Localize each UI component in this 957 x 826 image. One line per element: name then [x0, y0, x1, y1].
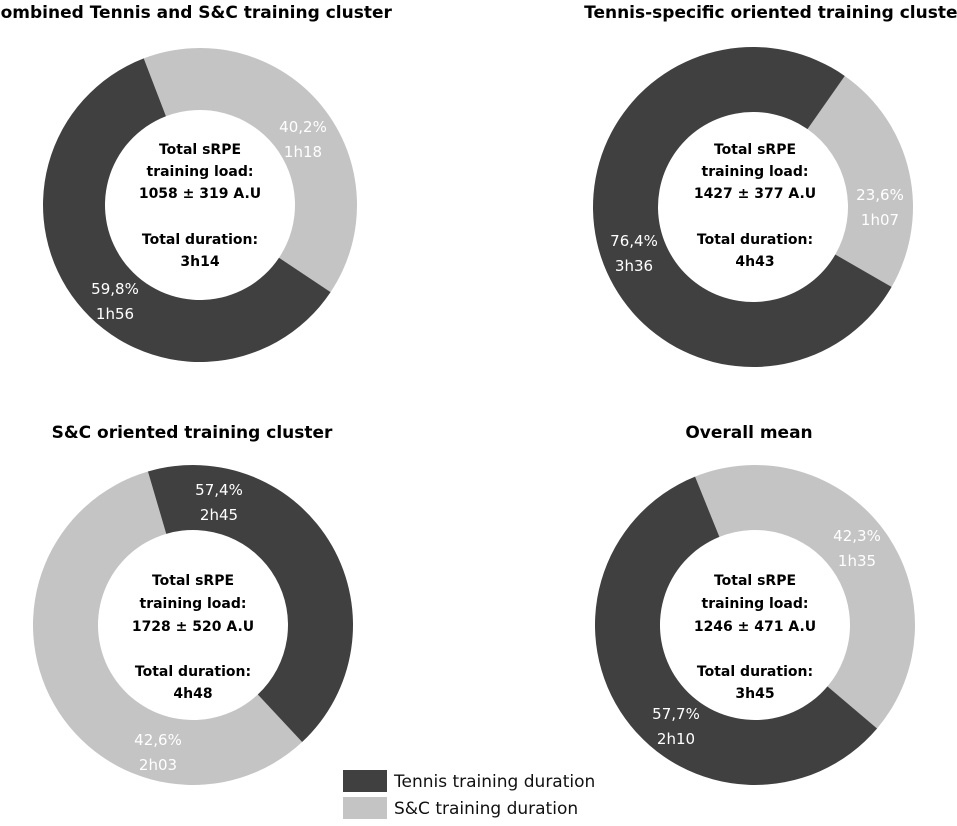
legend-label-sc: S&C training duration — [394, 799, 578, 819]
center-duration-label: Total duration: — [142, 232, 258, 248]
center-duration-value: 4h48 — [173, 686, 212, 702]
center-duration-value: 4h43 — [735, 254, 774, 270]
center-load-value: 1427 ± 377 A.U — [694, 186, 816, 202]
panel-title-overall-mean: Overall mean — [685, 423, 812, 443]
center-label-line1: Total sRPE — [152, 573, 234, 589]
legend-label-tennis: Tennis training duration — [393, 772, 595, 792]
donut-slice-tennis — [43, 58, 331, 363]
donut-slice-sc — [143, 48, 358, 293]
slice-duration-tennis: 2h03 — [139, 756, 177, 774]
slice-duration-tennis: 3h36 — [615, 257, 653, 275]
donut-combined — [43, 48, 358, 363]
donut-overall-mean — [594, 465, 915, 786]
center-label-line2: training load: — [702, 596, 809, 612]
slice-duration-sc: 1h07 — [861, 211, 899, 229]
donut-tennis-specific — [592, 47, 913, 368]
slice-percent-tennis: 76,4% — [610, 232, 658, 250]
center-load-value: 1728 ± 520 A.U — [132, 619, 254, 635]
slice-percent-sc: 57,4% — [195, 481, 243, 499]
center-duration-value: 3h45 — [735, 686, 774, 702]
center-duration-label: Total duration: — [135, 664, 251, 680]
center-load-value: 1246 ± 471 A.U — [694, 619, 816, 635]
slice-duration-sc: 2h45 — [200, 506, 238, 524]
donut-slice-sc — [807, 75, 913, 287]
slice-duration-sc: 1h35 — [838, 552, 876, 570]
donut-slice-tennis — [592, 47, 892, 368]
panel-title-tennis-specific: Tennis-specific oriented training cluste… — [584, 3, 957, 23]
slice-percent-sc: 40,2% — [279, 118, 327, 136]
legend-swatch-sc — [343, 797, 387, 819]
donut-slice-sc — [33, 471, 303, 785]
donut-sc-oriented — [33, 464, 354, 785]
slice-duration-tennis: 1h56 — [96, 305, 134, 323]
slice-duration-tennis: 2h10 — [657, 730, 695, 748]
slice-duration-sc: 1h18 — [284, 143, 322, 161]
center-duration-label: Total duration: — [697, 664, 813, 680]
slice-percent-tennis: 42,6% — [134, 731, 182, 749]
donut-slice-tennis — [594, 476, 878, 786]
slice-percent-sc: 42,3% — [833, 527, 881, 545]
center-label-line2: training load: — [702, 164, 809, 180]
donut-slice-tennis — [147, 464, 354, 743]
center-label-line1: Total sRPE — [714, 142, 796, 158]
slice-percent-tennis: 57,7% — [652, 705, 700, 723]
center-load-value: 1058 ± 319 A.U — [139, 186, 261, 202]
center-label-line1: Total sRPE — [714, 573, 796, 589]
donut-slice-sc — [695, 465, 915, 729]
legend-swatch-tennis — [343, 770, 387, 792]
slice-percent-sc: 23,6% — [856, 186, 904, 204]
panel-title-combined: Combined Tennis and S&C training cluster — [0, 3, 392, 23]
center-duration-value: 3h14 — [180, 254, 219, 270]
legend: Tennis training duration S&C training du… — [343, 770, 595, 819]
center-label-line2: training load: — [147, 164, 254, 180]
slice-percent-tennis: 59,8% — [91, 280, 139, 298]
center-label-line1: Total sRPE — [159, 142, 241, 158]
center-duration-label: Total duration: — [697, 232, 813, 248]
center-label-line2: training load: — [140, 596, 247, 612]
panel-title-sc-oriented: S&C oriented training cluster — [52, 423, 333, 443]
